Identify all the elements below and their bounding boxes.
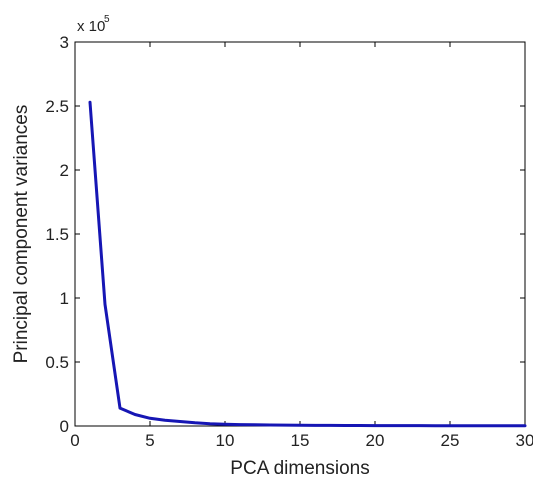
series-layer (88, 100, 527, 428)
x-tick-label: 5 (145, 431, 154, 450)
y-tick-label: 0.5 (45, 353, 69, 372)
y-tick-label: 3 (60, 33, 69, 52)
y-axis-label: Principal component variances (11, 105, 32, 364)
y-tick-label: 1 (60, 289, 69, 308)
x-tick-label: 15 (291, 431, 310, 450)
y-tick-label: 1.5 (45, 225, 69, 244)
y-tick-label: 2 (60, 161, 69, 180)
plot-area (74, 41, 526, 427)
x-tick-label: 0 (70, 431, 79, 450)
y-axis-ticks: 0 0.5 1 1.5 2 2.5 3 (45, 33, 525, 436)
x-tick-label: 10 (216, 431, 235, 450)
y-axis-exponent-base: x 10 (77, 18, 105, 35)
y-axis-exponent-power: 5 (104, 14, 110, 25)
x-axis-label: PCA dimensions (230, 458, 369, 479)
y-tick-label: 0 (60, 417, 69, 436)
variance-series-line (88, 100, 527, 428)
x-tick-label: 30 (516, 431, 533, 450)
y-tick-label: 2.5 (45, 97, 69, 116)
x-tick-label: 20 (366, 431, 385, 450)
x-tick-label: 25 (441, 431, 460, 450)
x-axis-ticks: 0 5 10 15 20 25 30 (70, 42, 533, 450)
